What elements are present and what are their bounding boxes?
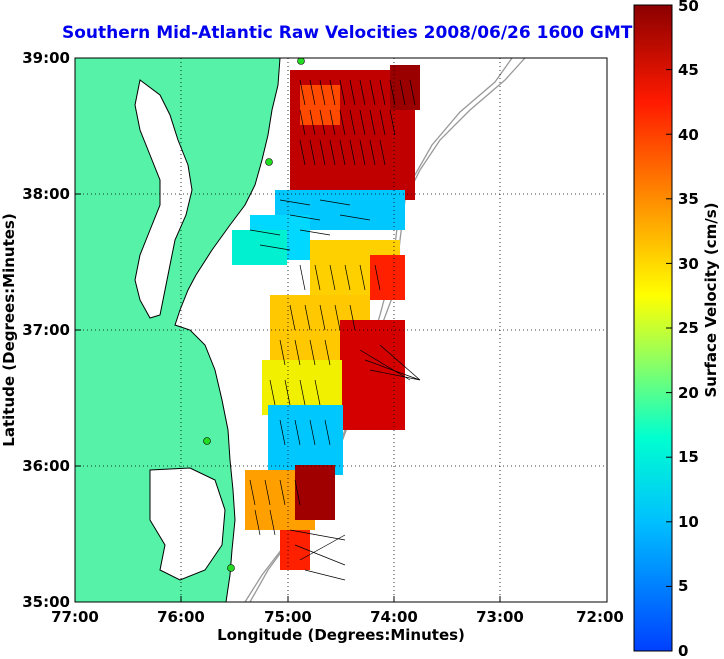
colorbar <box>633 4 673 652</box>
x-tick-label: 77:00 <box>51 608 99 626</box>
colorbar-ticks <box>666 4 672 652</box>
colorbar-tick-label: 15 <box>678 448 699 466</box>
y-tick-label: 36:00 <box>22 457 70 475</box>
colorbar-tick-label: 45 <box>678 61 699 79</box>
x-axis-label: Longitude (Degrees:Minutes) <box>217 626 465 644</box>
colorbar-tick-label: 40 <box>678 126 699 144</box>
y-tick-label: 38:00 <box>22 185 70 203</box>
map-grid <box>75 58 607 602</box>
y-tick-label: 37:00 <box>22 321 70 339</box>
map-title: Southern Mid-Atlantic Raw Velocities 200… <box>62 23 633 43</box>
colorbar-tick-label: 10 <box>678 513 699 531</box>
chesapeake-bay <box>134 79 193 319</box>
x-tick-label: 74:00 <box>370 608 418 626</box>
colorbar-tick-label: 30 <box>678 255 699 273</box>
colorbar-tick-label: 50 <box>678 0 699 15</box>
y-tick-label: 39:00 <box>22 49 70 67</box>
colorbar-tick-label: 35 <box>678 190 699 208</box>
colorbar-tick-label: 5 <box>678 577 688 595</box>
x-tick-label: 76:00 <box>157 608 205 626</box>
x-tick-label: 73:00 <box>476 608 524 626</box>
velocity-vectors <box>249 79 421 581</box>
colorbar-label: Surface Velocity (cm/s) <box>702 202 720 397</box>
y-tick-label: 35:00 <box>22 593 70 611</box>
radar-sites <box>203 58 305 572</box>
x-tick-label: 75:00 <box>264 608 312 626</box>
colorbar-tick-label: 20 <box>678 384 699 402</box>
velocity-field <box>232 65 420 570</box>
colorbar-tick-label: 25 <box>678 319 699 337</box>
land-mass <box>75 58 281 602</box>
pamlico-sound <box>149 467 226 581</box>
x-tick-label: 72:00 <box>576 608 624 626</box>
y-axis-label: Latitude (Degrees:Minutes) <box>0 213 18 446</box>
colorbar-tick-label: 0 <box>678 642 688 659</box>
axis-ticks <box>74 57 608 603</box>
